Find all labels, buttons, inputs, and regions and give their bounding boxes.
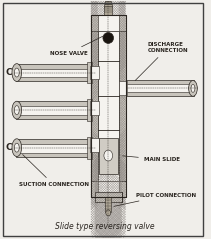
Text: Slide type reversing valve: Slide type reversing valve (55, 222, 154, 231)
Text: NOSE VALVE: NOSE VALVE (50, 36, 103, 56)
Bar (119, 81, 127, 95)
Bar (90, 101, 99, 115)
Bar (104, 4, 112, 7)
Bar (87, 62, 92, 83)
Bar (105, 197, 111, 212)
Bar (90, 138, 99, 152)
Ellipse shape (14, 68, 19, 77)
Ellipse shape (12, 139, 22, 157)
Bar (91, 15, 126, 197)
Ellipse shape (106, 210, 111, 216)
Bar (104, 6, 112, 15)
Bar (95, 192, 122, 202)
Bar (16, 101, 91, 119)
Ellipse shape (12, 64, 22, 81)
Bar (91, 181, 126, 197)
Text: PILOT CONNECTION: PILOT CONNECTION (114, 193, 196, 206)
Ellipse shape (14, 106, 19, 114)
Bar (16, 144, 91, 153)
Bar (91, 15, 126, 31)
Bar (99, 138, 118, 174)
Text: MAIN SLIDE: MAIN SLIDE (123, 156, 180, 162)
Text: C: C (6, 143, 12, 152)
Ellipse shape (104, 150, 113, 161)
Text: C: C (6, 68, 12, 77)
Bar (98, 15, 119, 31)
Bar (119, 15, 126, 197)
Bar (126, 81, 194, 96)
Bar (95, 192, 122, 202)
Bar (98, 181, 119, 197)
Bar (90, 66, 99, 80)
Bar (16, 64, 91, 81)
Ellipse shape (14, 143, 19, 152)
Circle shape (103, 33, 114, 43)
Bar (16, 69, 91, 77)
Bar (16, 106, 91, 115)
Bar (87, 137, 92, 158)
Text: SUCTION CONNECTION: SUCTION CONNECTION (19, 155, 89, 187)
Ellipse shape (12, 101, 22, 119)
Bar (16, 139, 91, 157)
Ellipse shape (191, 84, 195, 92)
Bar (98, 31, 119, 181)
Bar (87, 99, 92, 121)
Bar (105, 1, 111, 5)
Bar (126, 84, 194, 92)
Ellipse shape (189, 81, 197, 96)
Text: DISCHARGE
CONNECTION: DISCHARGE CONNECTION (135, 42, 188, 81)
Bar (91, 15, 98, 197)
